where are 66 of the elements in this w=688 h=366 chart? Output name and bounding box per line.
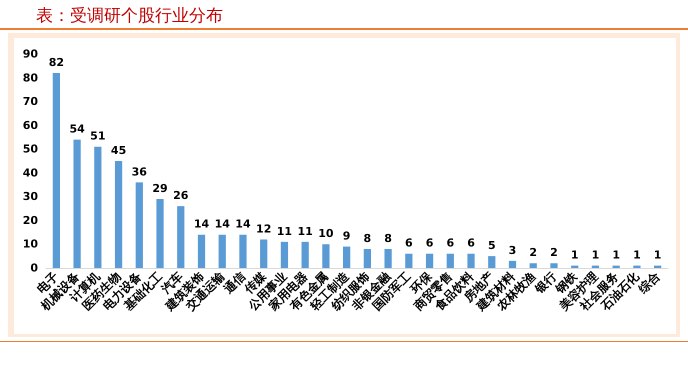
- data-label: 9: [342, 230, 350, 243]
- data-label: 6: [405, 236, 414, 250]
- data-label: 5: [488, 239, 496, 252]
- data-label: 36: [132, 165, 148, 178]
- bar: [364, 248, 371, 268]
- y-tick-label: 10: [22, 238, 38, 251]
- data-label: 2: [550, 246, 558, 260]
- bar: [343, 246, 350, 268]
- bar: [73, 140, 81, 268]
- data-label: 11: [298, 224, 313, 238]
- data-label: 1: [633, 248, 641, 262]
- data-label: 51: [90, 130, 106, 143]
- bar: [239, 234, 247, 268]
- bar: [322, 244, 330, 268]
- data-label: 14: [194, 218, 210, 231]
- bar: [260, 239, 268, 268]
- data-label: 10: [318, 227, 334, 240]
- data-label: 6: [426, 236, 434, 250]
- data-label: 12: [256, 222, 272, 236]
- bar: [52, 73, 60, 268]
- bar: [218, 234, 226, 268]
- bar: [550, 263, 558, 268]
- data-label: 1: [612, 248, 620, 262]
- data-label: 82: [48, 56, 64, 70]
- bar: [426, 254, 434, 268]
- data-label: 1: [654, 248, 662, 262]
- y-tick-label: 50: [22, 142, 38, 156]
- bar: [177, 206, 184, 268]
- y-tick-label: 30: [22, 190, 38, 204]
- data-label: 14: [214, 218, 230, 231]
- bar: [280, 242, 288, 268]
- bar: [114, 161, 122, 268]
- chart-title: 表：受调研个股行业分布: [36, 5, 223, 27]
- data-label: 29: [152, 182, 168, 196]
- data-label: 8: [384, 232, 392, 245]
- bar: [467, 254, 475, 268]
- y-tick-label: 80: [22, 71, 38, 84]
- data-label: 11: [276, 224, 292, 238]
- y-tick-label: 0: [30, 262, 38, 274]
- bar: [384, 248, 392, 268]
- y-tick-label: 90: [22, 48, 38, 60]
- data-label: 6: [446, 236, 454, 250]
- y-tick-label: 60: [22, 118, 38, 132]
- y-tick-label: 40: [22, 166, 38, 180]
- data-label: 54: [69, 122, 86, 136]
- bar: [136, 182, 143, 268]
- data-label: 3: [508, 244, 516, 257]
- y-tick-label: 20: [22, 214, 38, 227]
- bar: [156, 199, 164, 268]
- data-label: 2: [529, 246, 538, 260]
- bar: [508, 260, 516, 268]
- bar: [446, 254, 454, 268]
- data-label: 26: [173, 189, 189, 202]
- bar: [488, 256, 496, 268]
- data-label: 6: [467, 236, 476, 250]
- bar: [302, 242, 309, 268]
- data-label: 45: [110, 144, 126, 157]
- data-label: 1: [592, 248, 600, 262]
- bar: [198, 234, 206, 268]
- y-tick-label: 70: [22, 95, 38, 108]
- bar: [405, 254, 412, 268]
- data-label: 1: [570, 248, 579, 262]
- bar: [94, 146, 102, 268]
- data-label: 14: [235, 218, 251, 231]
- data-label: 8: [364, 232, 372, 245]
- bar: [530, 263, 537, 268]
